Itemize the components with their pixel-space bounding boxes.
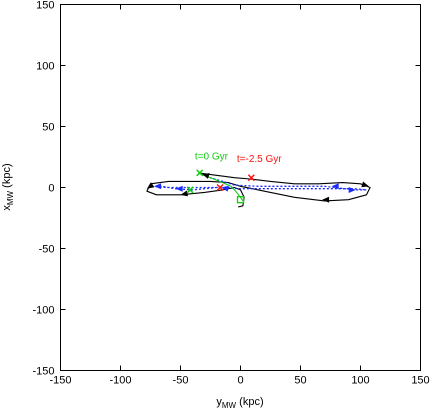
direction-arrow (221, 185, 229, 192)
y-tick-label: -100 (32, 305, 54, 317)
direction-arrow (180, 190, 188, 197)
y-tick-label: 100 (36, 61, 54, 73)
y-tick-label: 50 (42, 122, 54, 134)
axis-ticks: -150 -100 -50 0 50 100 150 -150 -100 -50 0 50 100 150 (32, 0, 429, 387)
time-annotation: t=-2.5 Gyr (237, 154, 282, 165)
x-marker (216, 183, 224, 192)
x-axis-label-sub: MW (222, 401, 237, 409)
annotation-group: t=0 Gyr t=-2.5 Gyr (195, 151, 282, 164)
marker-group (186, 169, 255, 204)
direction-arrow (331, 183, 339, 190)
square-marker (236, 196, 245, 204)
direction-arrow (146, 182, 155, 189)
x-axis-label: yMW (kpc) (216, 396, 263, 409)
y-axis-label-sub: MW (6, 190, 15, 205)
y-axis-label: xMW (kpc) (1, 163, 15, 210)
arrow-group (146, 173, 369, 203)
plot-frame (60, 4, 421, 371)
x-tick-label: -50 (173, 375, 189, 387)
x-axis-label-main: y (216, 396, 222, 408)
x-tick-label: 0 (237, 375, 243, 387)
y-axis-label-unit: (kpc) (1, 163, 13, 191)
time-annotation: t=0 Gyr (195, 151, 229, 162)
y-tick-label: 0 (48, 183, 54, 195)
y-tick-label: -50 (39, 244, 55, 256)
y-axis-label-main: x (1, 205, 13, 211)
x-tick-label: 100 (351, 375, 369, 387)
x-marker (247, 174, 255, 182)
x-tick-label: -150 (49, 375, 71, 387)
x-tick-label: 50 (294, 375, 306, 387)
series-line-0 (146, 172, 371, 208)
direction-arrow (154, 183, 162, 190)
x-axis-label-unit: (kpc) (236, 396, 264, 408)
direction-arrow (361, 181, 369, 188)
x-tick-label: -100 (109, 375, 131, 387)
direction-arrow (175, 185, 183, 192)
direction-arrow (348, 186, 356, 193)
x-tick-label: 150 (411, 375, 429, 387)
x-marker (186, 186, 194, 194)
y-tick-label: -150 (32, 366, 54, 378)
direction-arrow (322, 196, 330, 203)
x-marker (196, 169, 204, 177)
direction-arrow (202, 173, 210, 179)
y-tick-label: 150 (36, 0, 54, 12)
